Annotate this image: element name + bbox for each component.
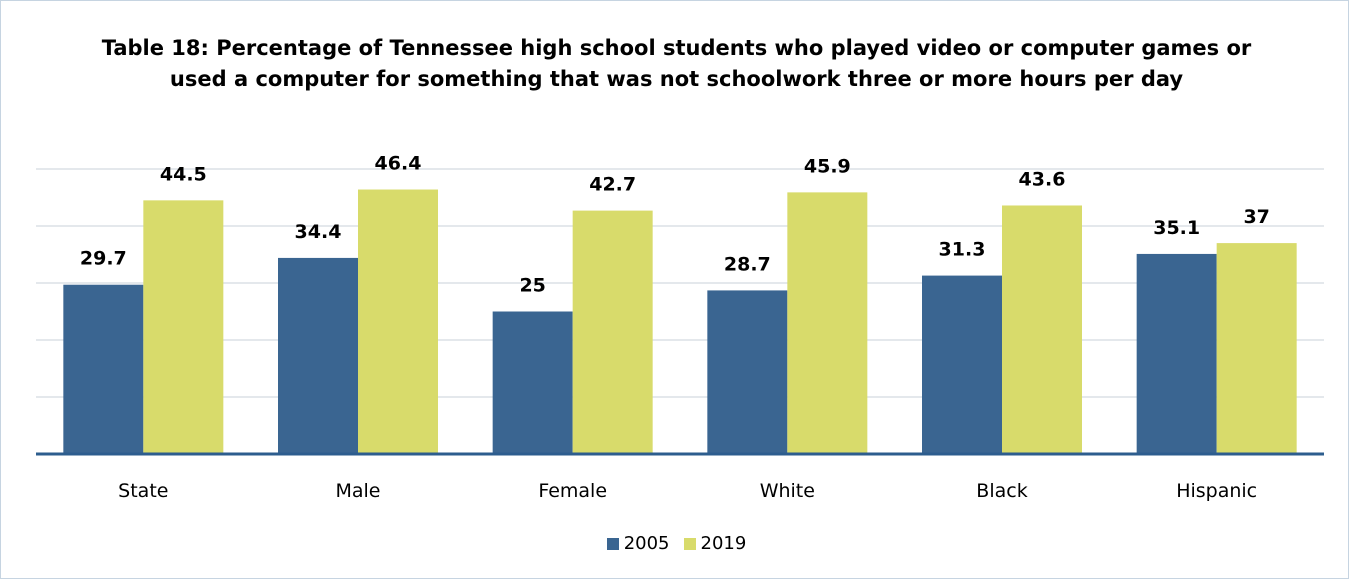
bar-2019-female <box>572 210 653 454</box>
bar-2019-state <box>143 200 224 454</box>
legend-swatch-2019 <box>683 537 696 550</box>
bar-2005-black <box>922 275 1002 454</box>
bar-2005-male <box>278 257 358 454</box>
legend-item-2019: 2019 <box>683 533 747 554</box>
data-label-2019-black: 43.6 <box>1019 168 1066 190</box>
bar-2019-black <box>1002 205 1082 454</box>
legend-item-2005: 2005 <box>606 533 670 554</box>
bar-2005-female <box>492 311 573 454</box>
category-label-male: Male <box>335 480 380 502</box>
data-label-2005-state: 29.7 <box>80 248 127 270</box>
legend-swatch-2005 <box>606 537 619 550</box>
bar-2019-white <box>787 192 868 454</box>
chart-title: Table 18: Percentage of Tennessee high s… <box>101 36 1252 91</box>
data-label-2005-male: 34.4 <box>295 221 342 243</box>
legend-label-2005: 2005 <box>623 533 670 554</box>
bar-2019-hispanic <box>1216 243 1297 454</box>
category-label-black: Black <box>976 480 1027 502</box>
data-label-2005-black: 31.3 <box>939 239 986 261</box>
data-label-2005-female: 25 <box>519 275 545 297</box>
data-label-2019-female: 42.7 <box>589 174 636 196</box>
bar-2005-hispanic <box>1136 253 1217 454</box>
data-label-2019-hispanic: 37 <box>1243 206 1269 228</box>
category-label-state: State <box>118 480 168 502</box>
bar-2005-white <box>707 290 788 454</box>
legend-label-2019: 2019 <box>700 533 747 554</box>
bar-2019-male <box>358 189 438 454</box>
legend: 2005 2019 <box>1 533 1351 554</box>
bar-2005-state <box>63 284 144 454</box>
category-label-female: Female <box>538 480 607 502</box>
data-label-2019-male: 46.4 <box>375 153 422 175</box>
data-label-2019-state: 44.5 <box>160 163 207 185</box>
category-label-hispanic: Hispanic <box>1176 480 1257 502</box>
data-label-2005-white: 28.7 <box>724 253 771 275</box>
data-label-2005-hispanic: 35.1 <box>1153 217 1200 239</box>
category-label-white: White <box>760 480 815 502</box>
data-label-2019-white: 45.9 <box>804 155 851 177</box>
